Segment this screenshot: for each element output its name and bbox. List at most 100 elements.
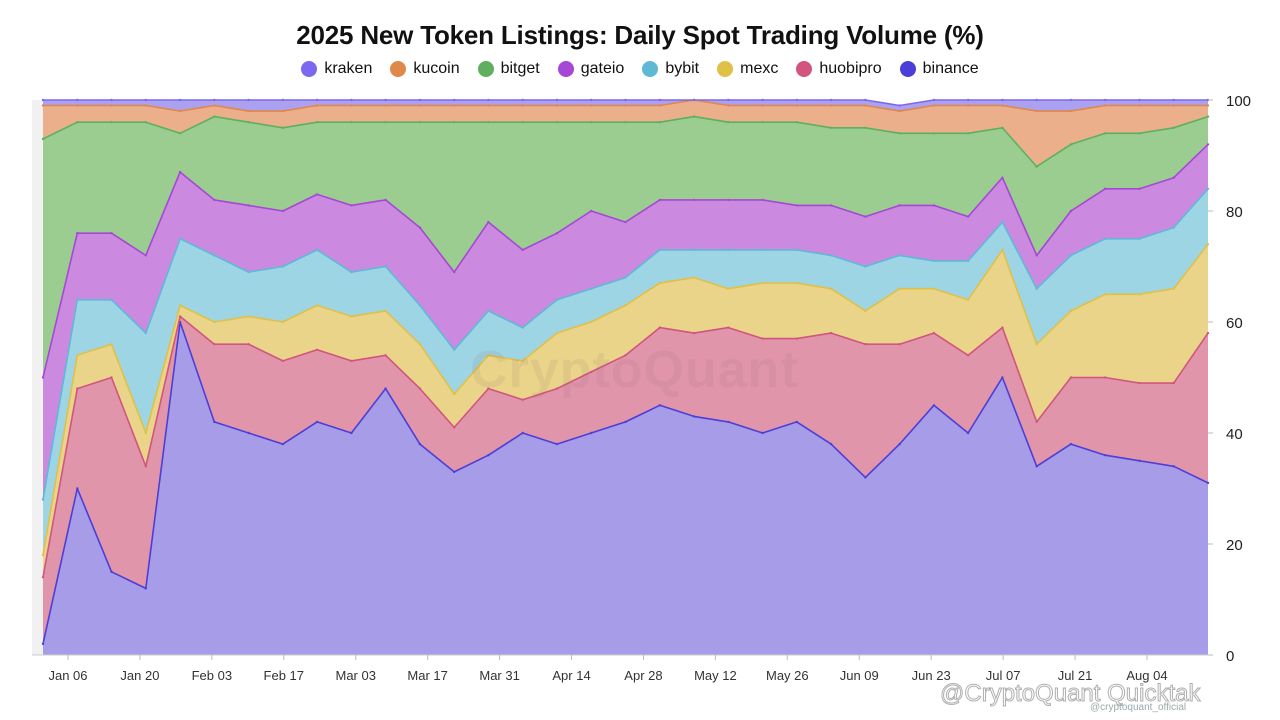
legend-item-bitget[interactable]: bitget (477, 60, 540, 78)
point-bitget (829, 126, 833, 129)
point-huobipro (692, 331, 696, 335)
point-gateio (692, 198, 696, 202)
point-kraken (1001, 98, 1004, 102)
point-mexc (761, 281, 764, 285)
point-binance (761, 431, 764, 435)
point-huobipro (144, 465, 147, 468)
legend-item-kraken[interactable]: kraken (301, 60, 372, 78)
point-binance (247, 431, 250, 435)
point-bybit (864, 265, 867, 268)
point-bitget (315, 121, 319, 124)
point-bitget (864, 126, 867, 129)
point-kraken (178, 98, 182, 102)
legend-swatch (717, 61, 734, 77)
point-huobipro (1035, 420, 1038, 424)
point-mexc (384, 309, 387, 313)
point-mexc (418, 343, 422, 346)
point-binance (658, 404, 661, 407)
point-bitget (178, 132, 182, 135)
point-huobipro (624, 354, 627, 357)
point-kucoin (521, 104, 524, 107)
credit-watermark: @CryptoQuant Quicktak (939, 680, 1201, 708)
x-tick-label: Feb 03 (192, 668, 232, 683)
legend-item-mexc[interactable]: mexc (717, 60, 778, 78)
point-bybit (1069, 254, 1073, 257)
point-gateio (487, 220, 490, 224)
x-tick-label: Jun 23 (912, 668, 951, 683)
point-binance (1069, 442, 1073, 446)
point-kucoin (1138, 104, 1141, 107)
point-huobipro (590, 370, 593, 374)
point-kraken (658, 98, 661, 102)
x-tick-label: Apr 14 (552, 668, 590, 683)
point-bybit (692, 248, 696, 252)
point-mexc (178, 304, 182, 307)
point-huobipro (281, 359, 285, 363)
point-mexc (555, 331, 559, 335)
point-huobipro (1001, 326, 1004, 329)
legend-item-gateio[interactable]: gateio (557, 60, 624, 78)
point-mexc (898, 287, 901, 290)
legend-item-binance[interactable]: binance (899, 60, 979, 78)
point-kucoin (658, 104, 661, 107)
point-gateio (1104, 187, 1107, 190)
point-bybit (761, 248, 764, 252)
point-bybit (110, 298, 113, 301)
point-kucoin (1172, 104, 1175, 107)
point-gateio (1138, 187, 1141, 190)
point-bybit (384, 265, 387, 268)
point-bybit (213, 254, 216, 257)
point-binance (795, 420, 798, 424)
point-mexc (213, 320, 216, 324)
point-kucoin (418, 104, 422, 107)
point-mexc (315, 304, 319, 307)
point-bitget (1172, 126, 1175, 129)
x-tick-label: Apr 28 (624, 668, 662, 683)
point-bybit (1172, 226, 1175, 229)
point-bitget (727, 121, 730, 124)
point-huobipro (1172, 381, 1175, 385)
legend-item-kucoin[interactable]: kucoin (390, 60, 460, 78)
point-mexc (1001, 248, 1004, 252)
point-gateio (966, 215, 970, 218)
legend-swatch (899, 61, 916, 77)
point-kraken (966, 98, 970, 102)
point-kucoin (727, 104, 730, 107)
point-kraken (41, 98, 45, 102)
legend-label: huobipro (819, 60, 882, 77)
point-binance (1035, 465, 1038, 468)
point-bybit (555, 298, 559, 301)
point-bitget (555, 121, 559, 124)
point-huobipro (453, 426, 456, 429)
point-bitget (761, 121, 764, 124)
point-kucoin (41, 104, 45, 107)
point-bybit (178, 237, 182, 240)
point-gateio (590, 209, 593, 213)
point-gateio (453, 270, 456, 274)
legend-item-bybit[interactable]: bybit (642, 60, 699, 78)
point-binance (727, 420, 730, 424)
point-kucoin (213, 104, 216, 107)
point-bitget (110, 121, 113, 124)
point-gateio (521, 248, 524, 252)
point-binance (864, 476, 867, 479)
point-binance (1206, 481, 1210, 485)
point-kraken (864, 98, 867, 102)
x-tick-label: Jan 20 (120, 668, 159, 683)
point-binance (281, 442, 285, 446)
point-bybit (590, 287, 593, 290)
x-tick-label: Mar 03 (335, 668, 375, 683)
point-bitget (1035, 165, 1038, 168)
legend-label: bybit (665, 60, 700, 77)
point-binance (624, 420, 627, 424)
point-bybit (247, 270, 250, 274)
x-tick-label: May 26 (766, 668, 809, 683)
legend-item-huobipro[interactable]: huobipro (796, 60, 882, 78)
point-bitget (76, 121, 79, 124)
legend-swatch (642, 61, 659, 77)
point-kraken (213, 98, 216, 102)
point-kucoin (555, 104, 559, 107)
point-kucoin (624, 104, 627, 107)
point-gateio (1069, 209, 1073, 213)
